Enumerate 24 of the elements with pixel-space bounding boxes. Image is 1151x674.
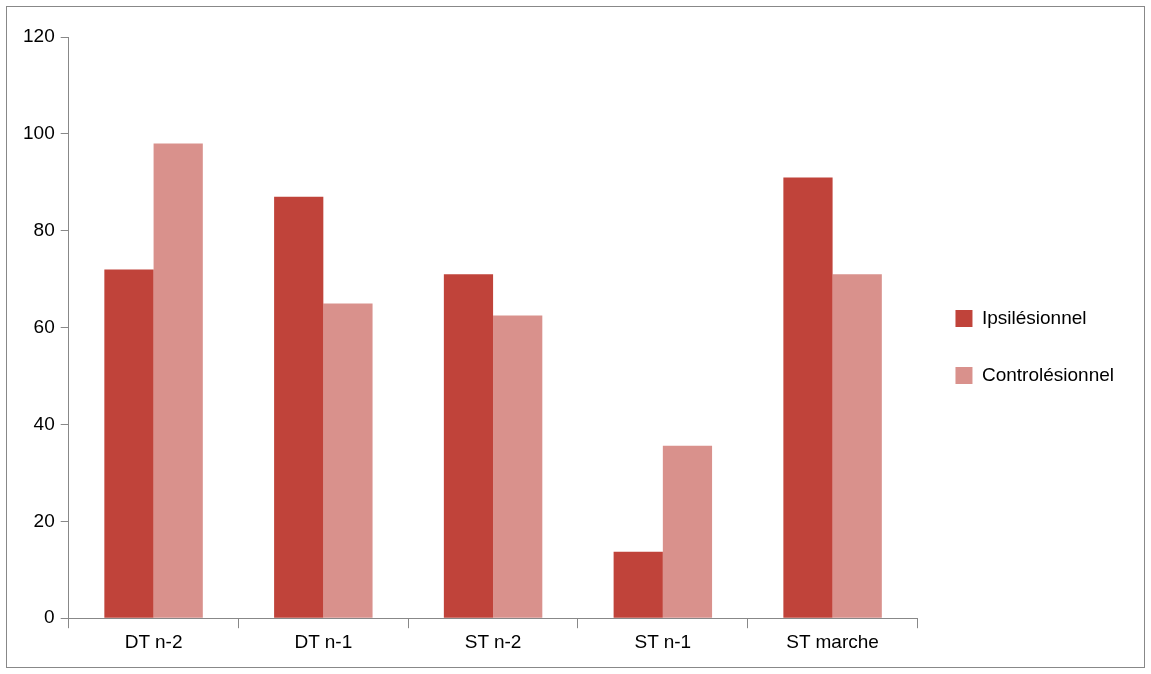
- bar: [323, 303, 373, 618]
- x-tick-label: ST n-2: [464, 630, 522, 652]
- bar: [274, 196, 324, 618]
- x-tick-label: DT n-1: [294, 630, 353, 652]
- legend-label: Ipsilésionnel: [981, 306, 1087, 328]
- y-tick-label: 120: [23, 25, 55, 47]
- bar: [153, 143, 203, 618]
- y-tick-label: 80: [33, 218, 55, 240]
- bar: [443, 274, 494, 618]
- y-tick-label: 100: [23, 122, 55, 144]
- bar: [613, 551, 663, 618]
- x-tick-label: DT n-2: [124, 630, 183, 652]
- y-tick-label: 60: [33, 315, 55, 337]
- bar: [104, 269, 154, 618]
- y-tick-label: 40: [33, 412, 55, 434]
- bar: [493, 315, 543, 618]
- legend-label: Controlésionnel: [981, 363, 1115, 385]
- bar: [662, 445, 713, 618]
- y-tick-label: 20: [33, 509, 55, 531]
- bar: [783, 177, 833, 618]
- x-tick-label: ST n-1: [634, 630, 692, 652]
- bar: [832, 274, 882, 618]
- x-tick-label: ST marche: [786, 630, 879, 652]
- y-tick-label: 0: [44, 606, 55, 628]
